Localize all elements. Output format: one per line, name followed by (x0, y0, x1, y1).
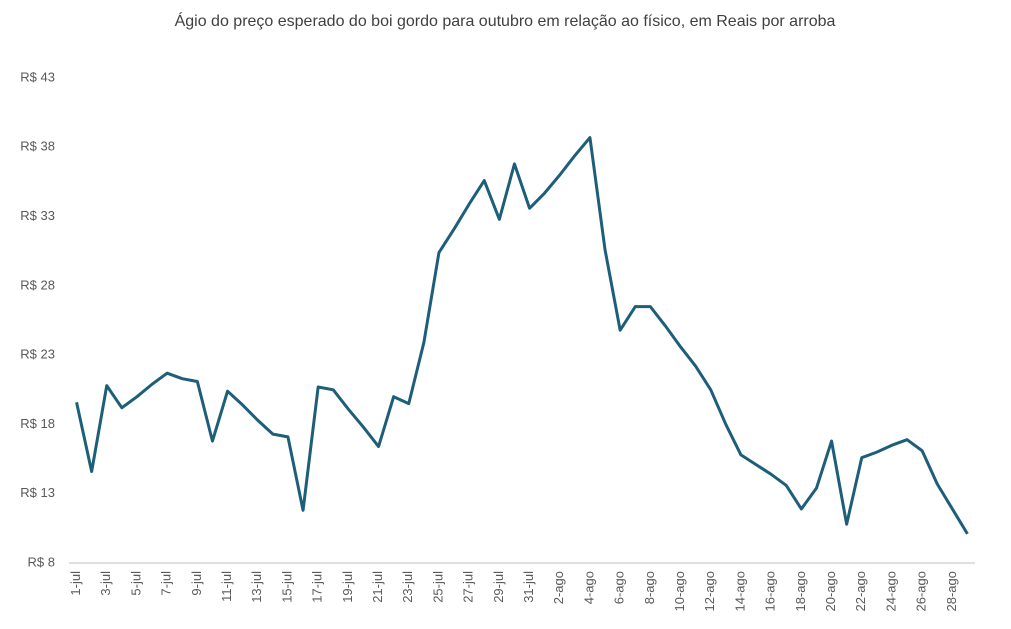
x-tick-label: 14-ago (732, 571, 747, 611)
y-tick-label: R$ 13 (20, 485, 55, 500)
x-tick-label: 27-jul (461, 571, 476, 603)
x-tick-label: 18-ago (793, 571, 808, 611)
x-tick-label: 12-ago (702, 571, 717, 611)
x-tick-label: 19-jul (340, 571, 355, 603)
x-tick-label: 6-ago (612, 571, 627, 604)
x-tick-label: 22-ago (853, 571, 868, 611)
y-tick-label: R$ 18 (20, 416, 55, 431)
x-tick-label: 15-jul (279, 571, 294, 603)
x-tick-label: 20-ago (823, 571, 838, 611)
x-tick-label: 11-jul (219, 571, 234, 602)
x-tick-label: 4-ago (581, 571, 596, 604)
y-tick-label: R$ 8 (28, 554, 55, 569)
x-tick-label: 10-ago (672, 571, 687, 611)
x-tick-label: 1-jul (68, 571, 83, 596)
x-tick-label: 9-jul (189, 571, 204, 596)
x-tick-label: 3-jul (98, 571, 113, 596)
x-tick-label: 8-ago (642, 571, 657, 604)
y-tick-label: R$ 28 (20, 277, 55, 292)
x-tick-label: 17-jul (310, 571, 325, 603)
x-tick-label: 2-ago (551, 571, 566, 604)
x-tick-label: 29-jul (491, 571, 506, 603)
data-line (75, 136, 969, 535)
x-tick-label: 24-ago (883, 571, 898, 611)
y-tick-label: R$ 38 (20, 139, 55, 154)
x-tick-label: 31-jul (521, 571, 536, 603)
y-tick-label: R$ 33 (20, 208, 55, 223)
x-tick-label: 5-jul (128, 571, 143, 596)
chart-title: Ágio do preço esperado do boi gordo para… (175, 11, 836, 30)
x-tick-label: 28-ago (944, 571, 959, 611)
x-tick-label: 23-jul (400, 571, 415, 603)
y-tick-label: R$ 43 (20, 69, 55, 84)
x-tick-label: 13-jul (249, 571, 264, 603)
x-tick-label: 7-jul (159, 571, 174, 596)
x-tick-label: 25-jul (430, 571, 445, 603)
x-tick-label: 26-ago (914, 571, 929, 611)
x-tick-label: 16-ago (763, 571, 778, 611)
x-tick-label: 21-jul (370, 571, 385, 603)
y-tick-label: R$ 23 (20, 347, 55, 362)
